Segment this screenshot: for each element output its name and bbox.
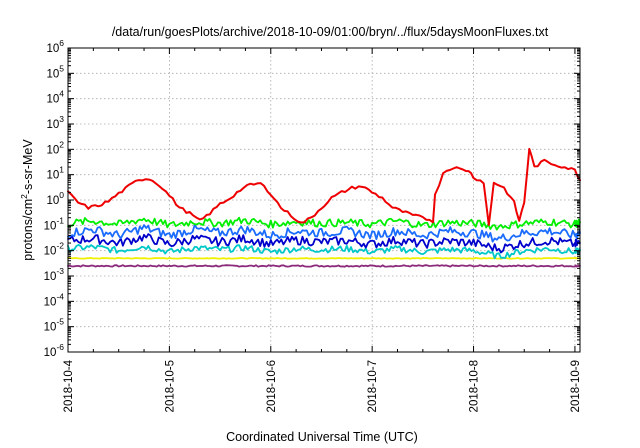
chart-title: /data/run/goesPlots/archive/2018-10-09/0…	[112, 25, 549, 39]
x-axis-label: Coordinated Universal Time (UTC)	[226, 430, 418, 444]
x-tick-label: 2018-10-7	[367, 360, 379, 412]
y-tick-label: 10-2	[44, 241, 65, 258]
x-tick-label: 2018-10-8	[469, 360, 481, 412]
svg-text:protons/cm2-s-sr-MeV: protons/cm2-s-sr-MeV	[19, 139, 35, 261]
y-tick-label: 100	[46, 190, 64, 207]
series-line-2	[67, 224, 581, 243]
series-group	[67, 147, 581, 268]
y-tick-label: 10-6	[44, 342, 65, 359]
y-tick-label: 10-1	[44, 215, 65, 232]
y-tick-label: 105	[46, 63, 64, 80]
y-tick-label: 10-5	[44, 317, 65, 334]
y-tick-label: 10-3	[44, 266, 65, 283]
series-line-5	[67, 257, 581, 260]
grid	[68, 48, 580, 352]
y-axis-label: protons/cm2-s-sr-MeV	[19, 139, 35, 261]
x-tick-label: 2018-10-6	[266, 360, 278, 412]
series-line-6	[67, 264, 581, 268]
y-tick-label: 10-4	[44, 291, 65, 308]
x-tick-label: 2018-10-5	[164, 360, 176, 412]
y-axis-label-sup: 2	[19, 194, 29, 199]
series-line-1	[67, 216, 581, 231]
x-tick-label: 2018-10-4	[63, 359, 75, 412]
series-line-0	[67, 147, 581, 226]
y-tick-label: 102	[46, 139, 64, 156]
y-axis-label-prefix: protons/cm	[21, 199, 35, 261]
x-tick-label: 2018-10-9	[570, 360, 582, 412]
y-axis-label-suffix: -s-sr-MeV	[21, 139, 35, 195]
series-line-3	[67, 233, 581, 254]
series-line-4	[67, 244, 581, 260]
y-tick-label: 101	[46, 165, 64, 182]
y-tick-label: 103	[46, 114, 64, 131]
y-tick-label: 106	[46, 38, 64, 55]
y-tick-label: 104	[46, 89, 64, 106]
ticks: 106 105 104 103 102 101 100 10-1 10-2 10-3 10-4 10-…	[44, 38, 582, 412]
